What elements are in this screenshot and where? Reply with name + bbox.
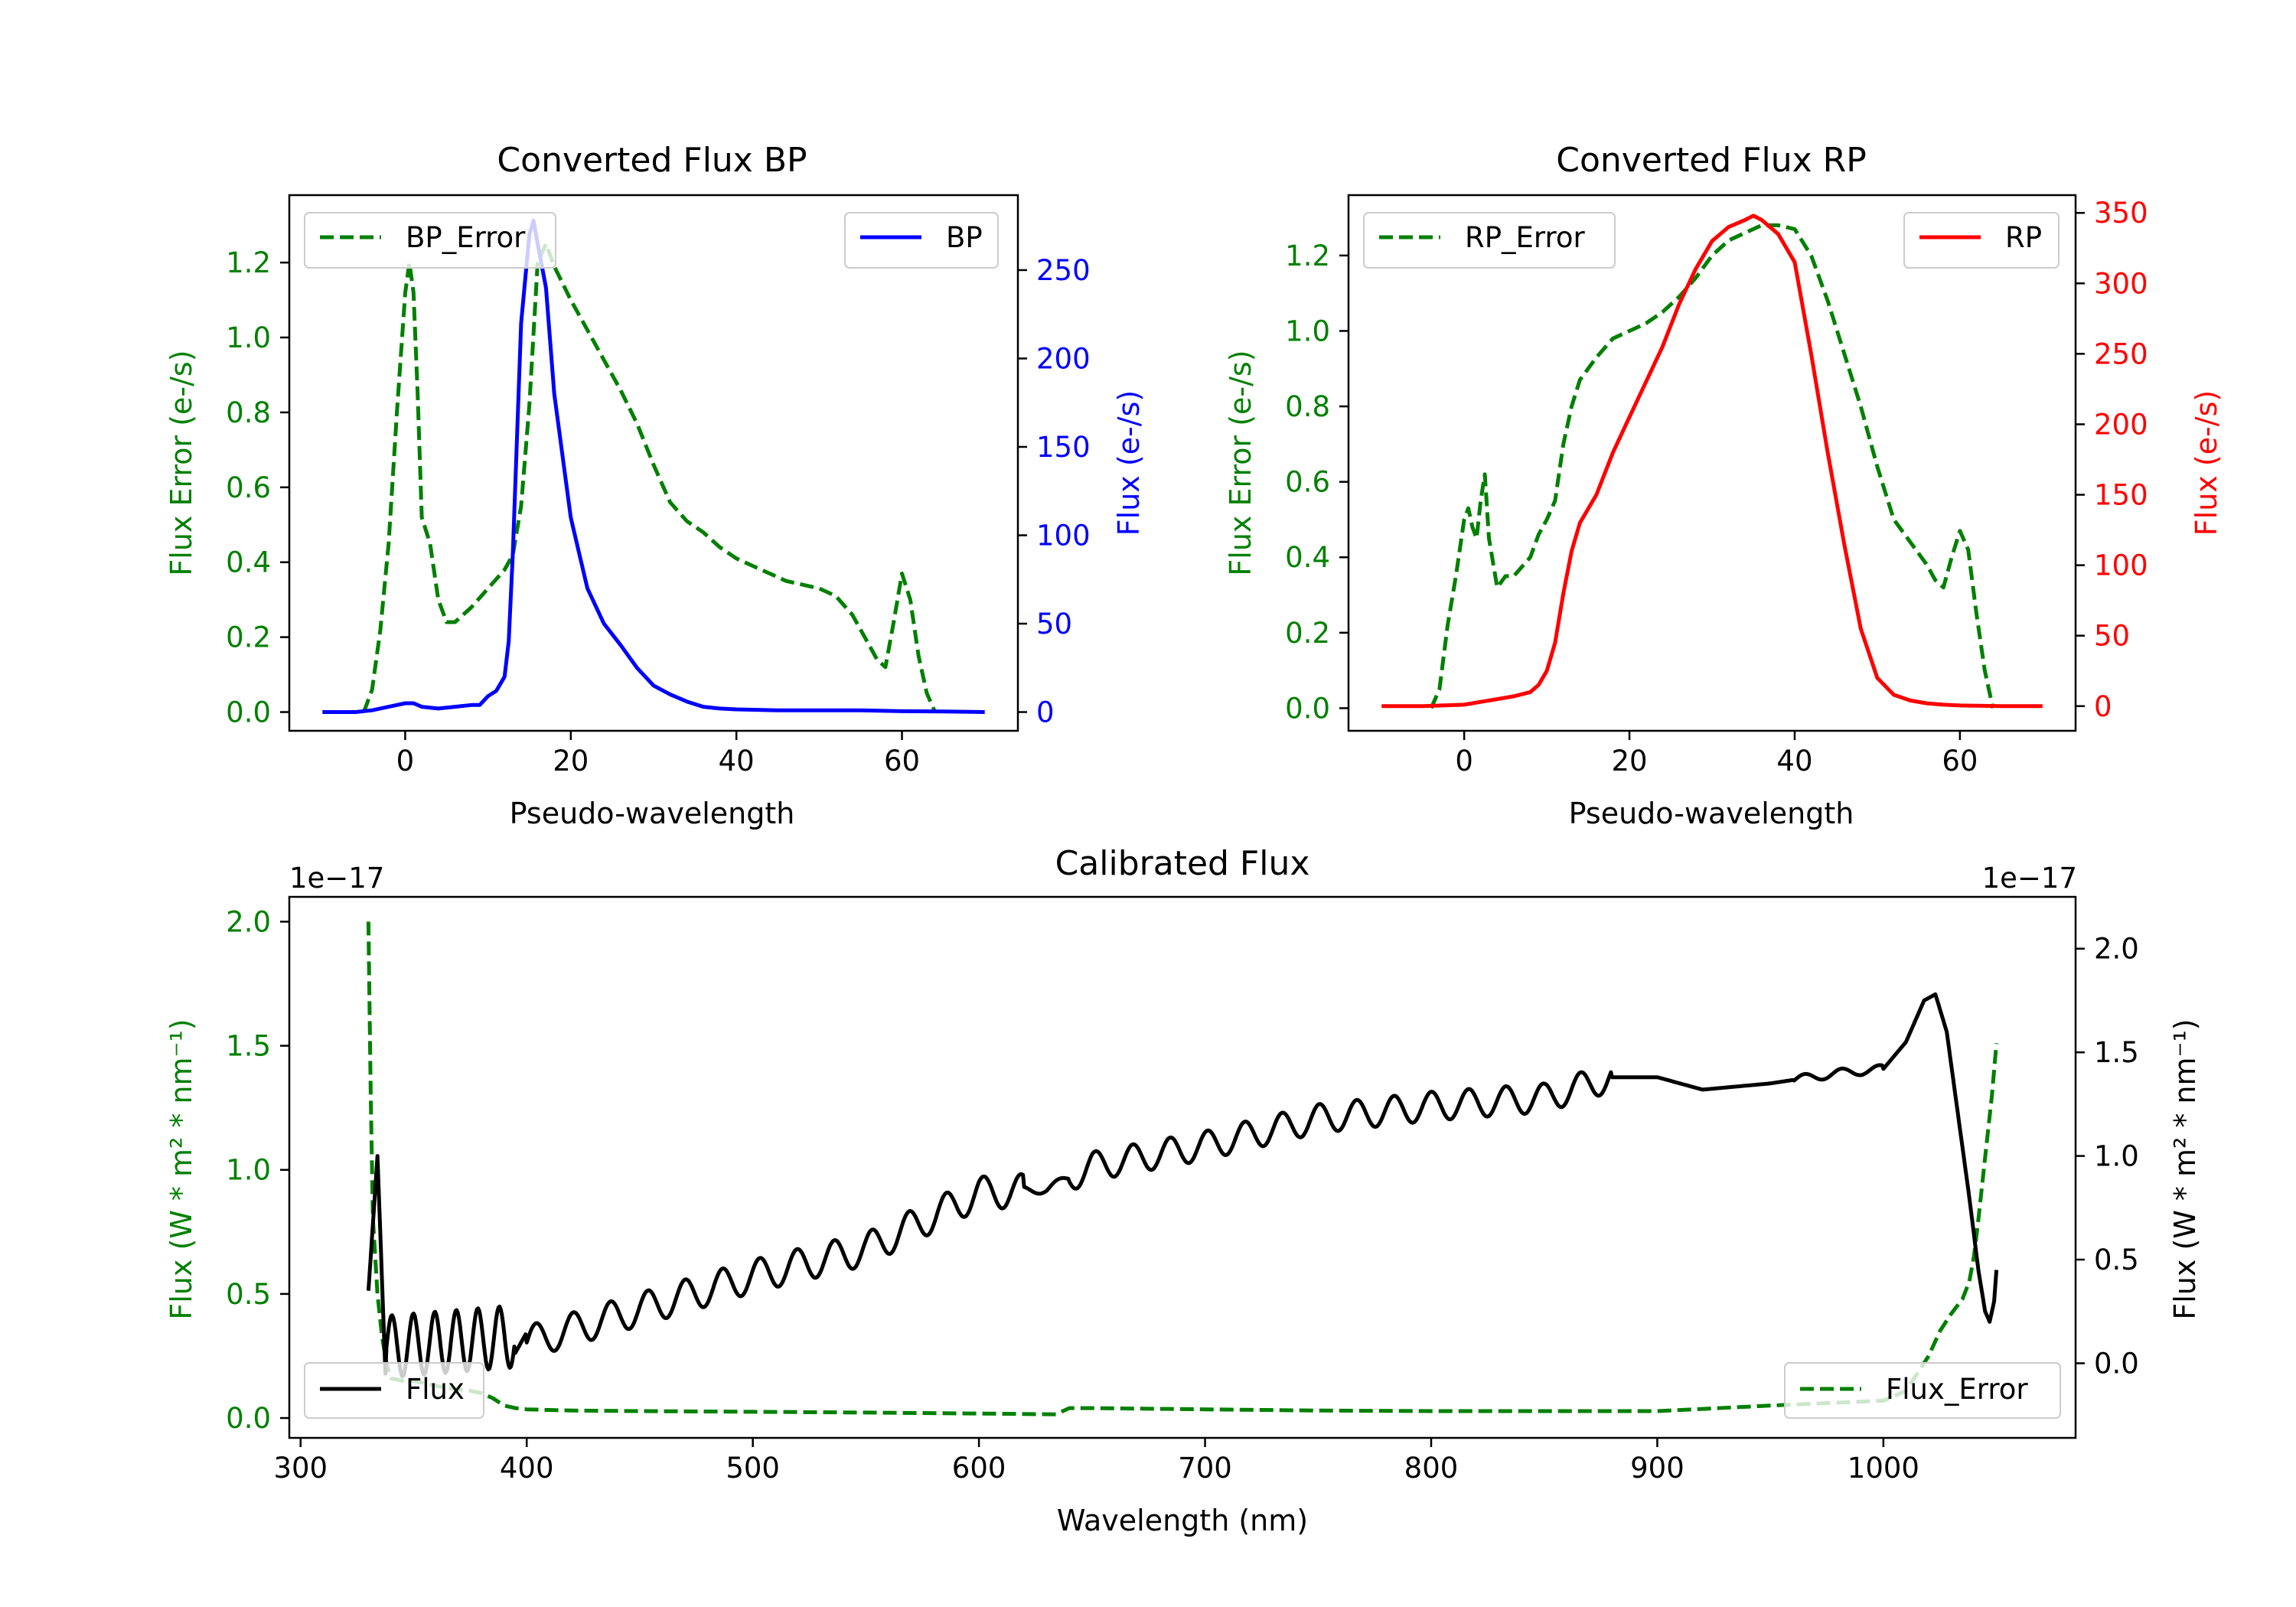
rp-left-tick-label: 1.0 (1285, 315, 1330, 347)
rp-panel: Converted Flux RP Pseudo-wavelength Flux… (1224, 141, 2223, 830)
cal-left-tick-label: 1.0 (226, 1154, 271, 1187)
rp-title: Converted Flux RP (1556, 141, 1867, 180)
cal-x-tick-label: 500 (726, 1452, 780, 1485)
rp-left-tick-label: 0.6 (1285, 466, 1330, 499)
bp-series-bp-error-line (362, 242, 938, 713)
rp-left-tick-label: 0.4 (1285, 541, 1330, 574)
cal-x-tick-label: 800 (1404, 1452, 1459, 1485)
bp-right-tick-label: 150 (1036, 431, 1091, 464)
cal-x-tick-label: 900 (1630, 1452, 1684, 1485)
bp-x-tick-label: 40 (719, 745, 755, 777)
bp-left-tick-label: 1.2 (226, 246, 271, 279)
calibrated-right-axis-label: Flux (W * m² * nm⁻¹) (2168, 1019, 2202, 1319)
rp-right-tick-label: 350 (2094, 197, 2148, 230)
calibrated-error-legend: Flux_Error (1784, 1362, 2061, 1419)
bp-error-legend-label: BP_Error (406, 221, 526, 254)
bp-right-axis-label: Flux (e-/s) (1112, 390, 1146, 536)
bp-flux-legend: BP (844, 212, 999, 269)
rp-x-tick-label: 60 (1942, 745, 1978, 777)
bp-flux-legend-label: BP (946, 221, 983, 254)
cal-right-tick-label: 2.0 (2094, 933, 2139, 966)
cal-left-tick-label: 0.0 (226, 1402, 271, 1435)
rp-right-tick-label: 0 (2094, 690, 2112, 723)
cal-right-tick-label: 0.0 (2094, 1347, 2139, 1380)
bp-panel: Converted Flux BP Pseudo-wavelength Flux… (165, 141, 1146, 830)
bp-x-tick-label: 60 (884, 745, 920, 777)
bp-x-tick-label: 0 (396, 745, 415, 777)
rp-left-tick-label: 0.8 (1285, 390, 1330, 423)
bp-right-tick-label: 200 (1036, 342, 1091, 375)
rp-right-tick-label: 150 (2094, 479, 2148, 512)
rp-x-tick-label: 20 (1611, 745, 1647, 777)
bp-plot-frame (288, 194, 1019, 732)
calibrated-title: Calibrated Flux (1055, 844, 1310, 883)
cal-x-tick-label: 700 (1178, 1452, 1232, 1485)
rp-right-tick-label: 100 (2094, 549, 2148, 582)
rp-series-rp-line (1381, 214, 2043, 709)
rp-right-tick-label: 300 (2094, 267, 2148, 300)
rp-x-axis-label: Pseudo-wavelength (1569, 797, 1854, 830)
cal-left-tick-label: 2.0 (226, 905, 271, 938)
bp-left-axis-label: Flux Error (e-/s) (165, 350, 198, 575)
rp-right-tick-label: 200 (2094, 408, 2148, 441)
calibrated-x-axis-label: Wavelength (nm) (1057, 1504, 1308, 1537)
cal-right-tick-label: 1.0 (2094, 1140, 2139, 1173)
calibrated-flux-legend: Flux (304, 1362, 484, 1419)
bp-x-axis-label: Pseudo-wavelength (510, 797, 795, 830)
bp-x-tick-label: 20 (553, 745, 589, 777)
bp-left-tick-label: 0.2 (226, 621, 271, 654)
bp-right-tick-label: 50 (1036, 608, 1072, 641)
calibrated-left-offset-label: 1e−17 (289, 862, 384, 895)
calibrated-panel: Calibrated Flux 1e−17 1e−17 Wavelength (… (165, 844, 2202, 1537)
calibrated-flux-legend-label: Flux (406, 1373, 465, 1406)
rp-error-legend: RP_Error (1363, 212, 1616, 269)
cal-series-flux-line (366, 992, 1999, 1379)
calibrated-error-legend-label: Flux_Error (1886, 1373, 2028, 1406)
rp-left-tick-label: 0.2 (1285, 617, 1330, 650)
bp-left-tick-label: 0.0 (226, 696, 271, 729)
rp-left-tick-label: 1.2 (1285, 240, 1330, 272)
rp-right-tick-label: 50 (2094, 620, 2130, 653)
cal-series-flux-error-line (366, 921, 1999, 1416)
cal-x-tick-label: 400 (500, 1452, 554, 1485)
rp-x-tick-label: 0 (1455, 745, 1473, 777)
rp-series-rp-error-line (1429, 223, 1995, 709)
calibrated-left-axis-label: Flux (W * m² * nm⁻¹) (165, 1019, 198, 1319)
cal-left-tick-label: 0.5 (226, 1278, 271, 1311)
calibrated-right-offset-label: 1e−17 (1982, 862, 2077, 895)
bp-left-tick-label: 0.8 (226, 396, 271, 429)
rp-x-tick-label: 40 (1776, 745, 1812, 777)
bp-left-tick-label: 0.4 (226, 546, 271, 579)
bp-right-tick-label: 250 (1036, 254, 1091, 287)
bp-left-tick-label: 0.6 (226, 471, 271, 504)
cal-right-tick-label: 1.5 (2094, 1036, 2139, 1069)
rp-left-axis-label: Flux Error (e-/s) (1224, 350, 1257, 575)
bp-left-tick-label: 1.0 (226, 321, 271, 354)
rp-right-tick-label: 250 (2094, 337, 2148, 370)
bp-right-tick-label: 100 (1036, 519, 1091, 552)
cal-x-tick-label: 600 (952, 1452, 1006, 1485)
bp-title: Converted Flux BP (497, 141, 807, 180)
cal-x-tick-label: 300 (273, 1452, 328, 1485)
bp-error-legend: BP_Error (304, 212, 556, 269)
cal-x-tick-label: 1000 (1848, 1452, 1919, 1485)
rp-left-tick-label: 0.0 (1285, 692, 1330, 725)
rp-flux-legend-label: RP (2005, 221, 2042, 254)
cal-left-tick-label: 1.5 (226, 1030, 271, 1063)
rp-error-legend-label: RP_Error (1465, 221, 1585, 254)
bp-right-tick-label: 0 (1036, 696, 1055, 729)
cal-plot-frame (288, 895, 2077, 1439)
rp-plot-frame (1347, 194, 2077, 732)
rp-flux-legend: RP (1903, 212, 2060, 269)
cal-right-tick-label: 0.5 (2094, 1244, 2139, 1276)
rp-right-axis-label: Flux (e-/s) (2190, 390, 2223, 536)
